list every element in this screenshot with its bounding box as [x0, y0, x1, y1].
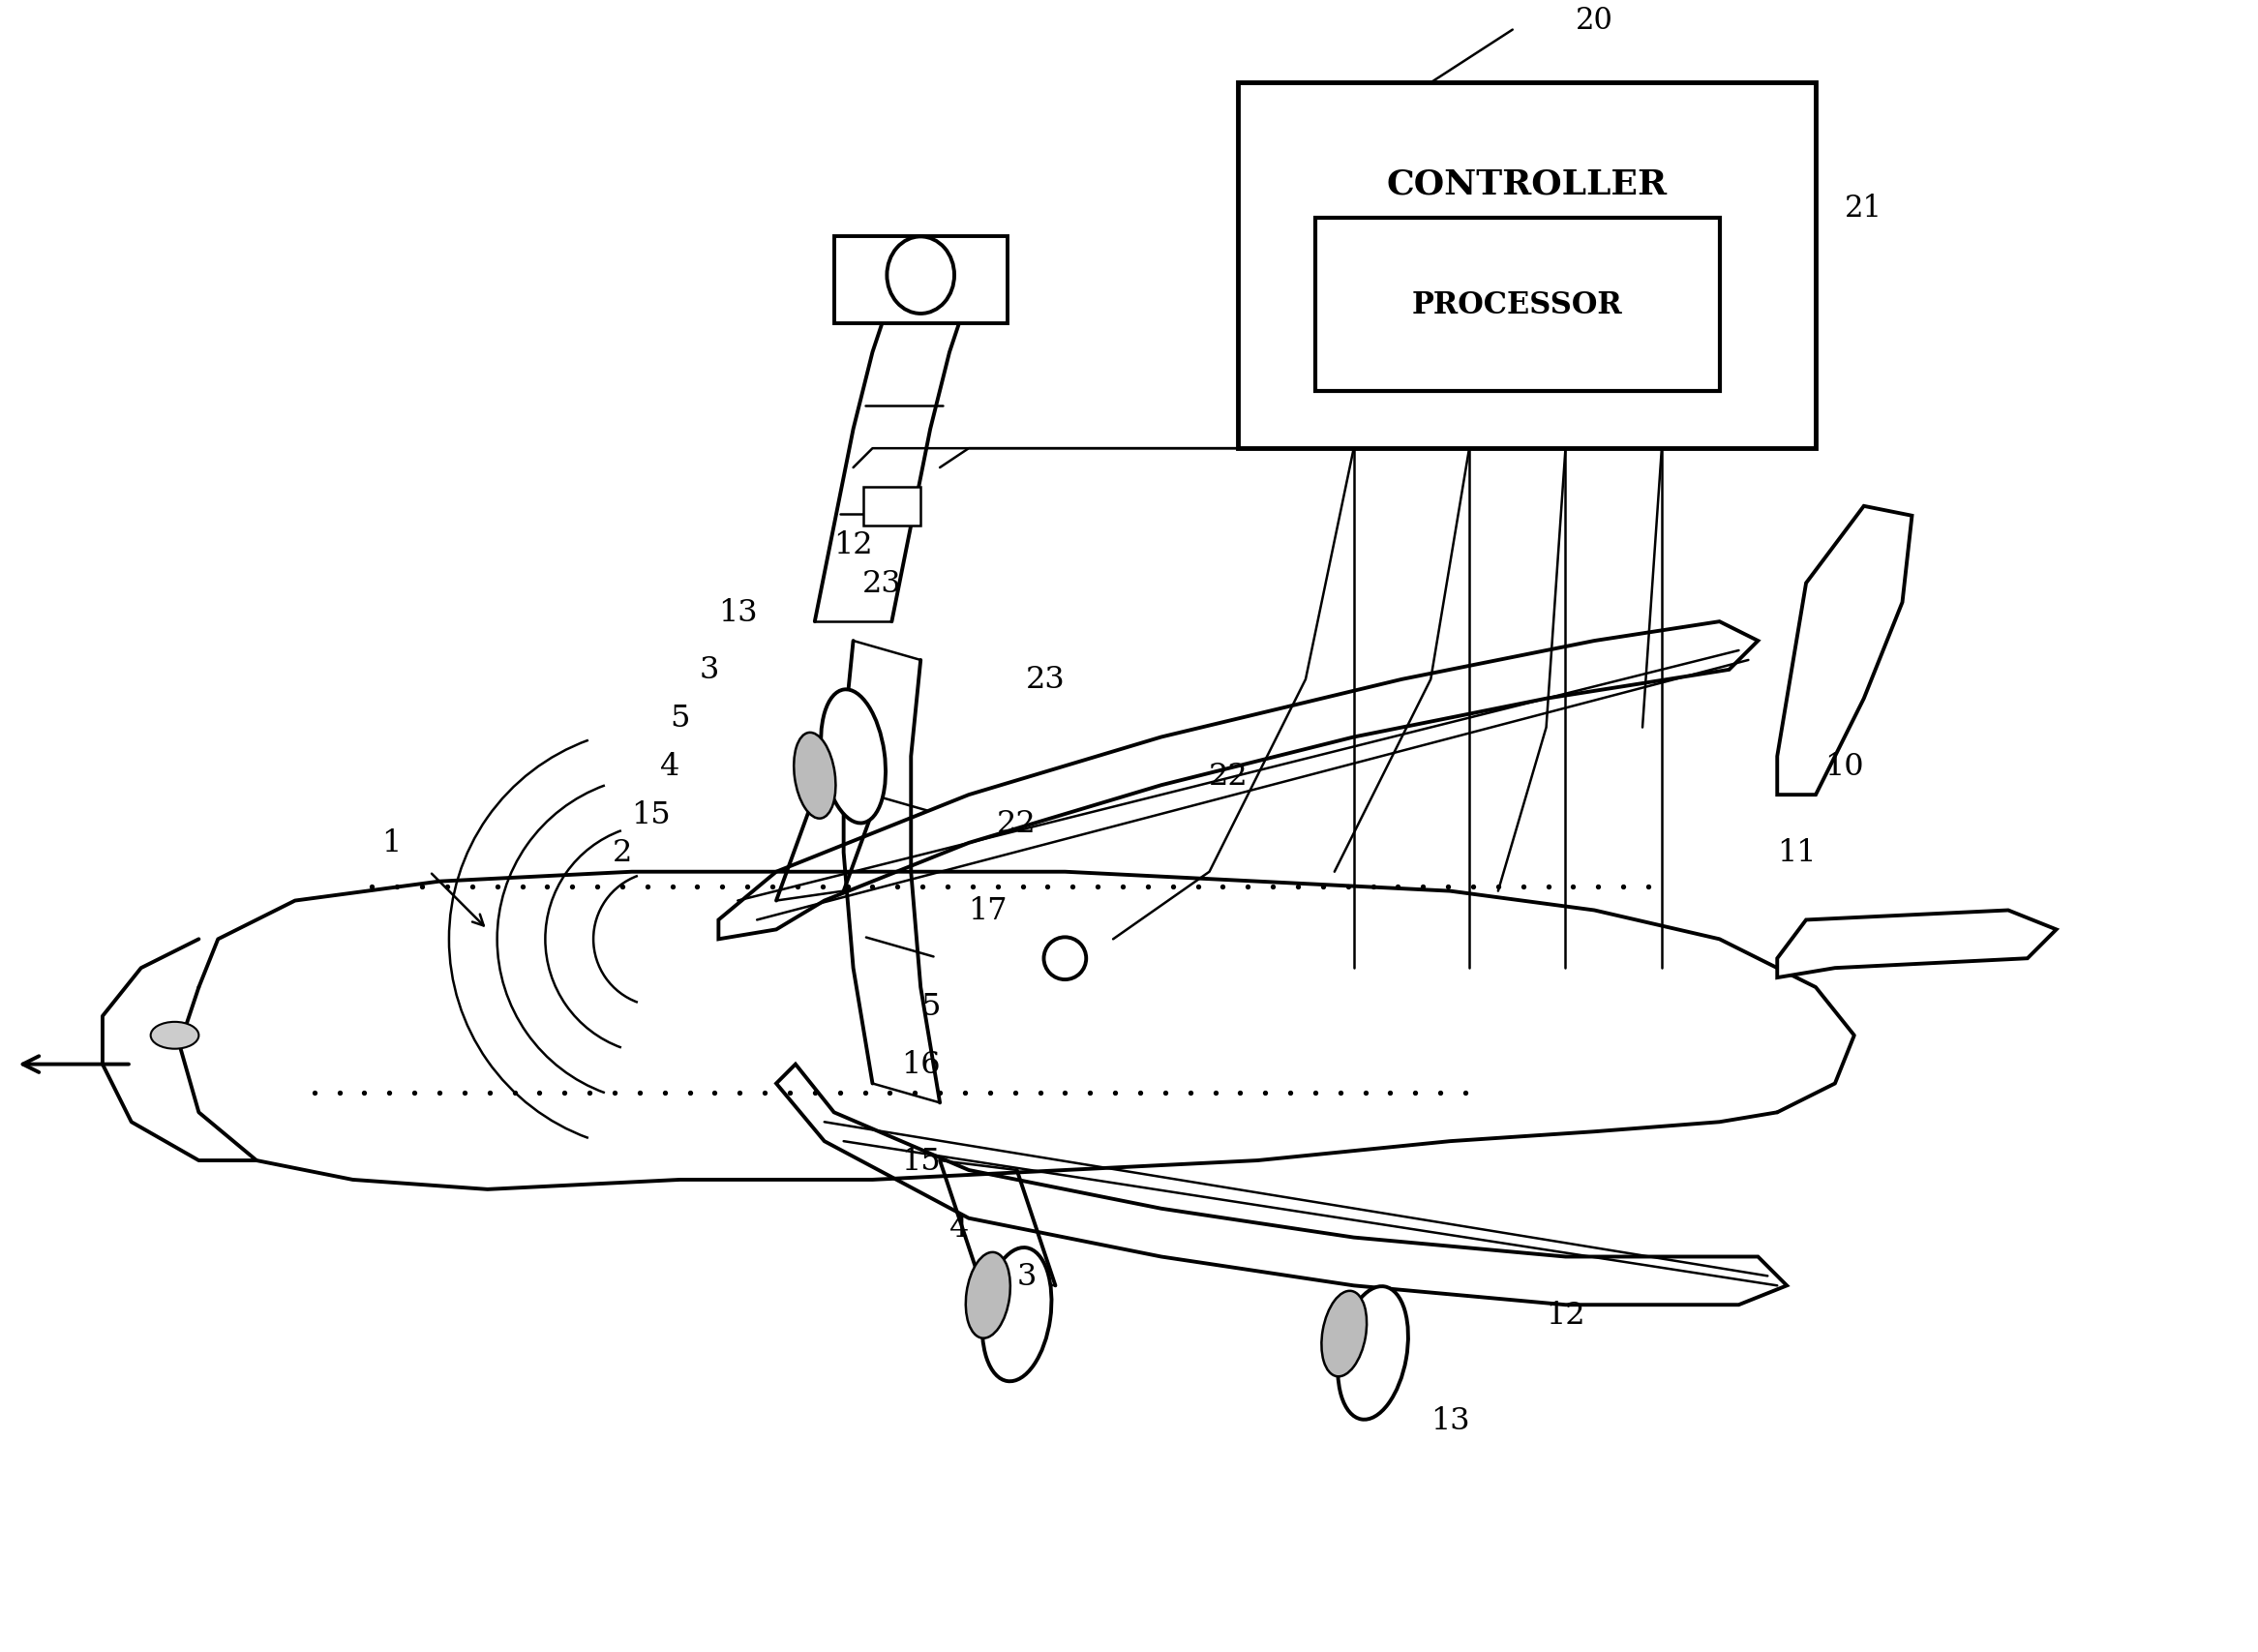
Text: 20: 20: [1576, 7, 1612, 36]
Text: 13: 13: [718, 598, 756, 628]
Text: 23: 23: [1025, 664, 1066, 695]
Text: 17: 17: [969, 895, 1007, 925]
Text: 16: 16: [901, 1049, 939, 1079]
Ellipse shape: [1321, 1292, 1366, 1376]
Bar: [1314, 218, 1721, 392]
Text: 10: 10: [1824, 752, 1865, 781]
Ellipse shape: [795, 733, 835, 819]
Text: 15: 15: [901, 1146, 939, 1176]
Text: 2: 2: [612, 838, 632, 867]
Circle shape: [1043, 938, 1086, 980]
Text: 3: 3: [1016, 1260, 1036, 1292]
Ellipse shape: [887, 238, 955, 314]
Text: 5: 5: [671, 704, 691, 733]
Ellipse shape: [1337, 1287, 1409, 1419]
Polygon shape: [1777, 507, 1913, 795]
Ellipse shape: [966, 1252, 1009, 1338]
Text: 13: 13: [1429, 1406, 1470, 1436]
Bar: [863, 487, 921, 525]
Text: 4: 4: [948, 1213, 969, 1242]
Text: 22: 22: [1208, 762, 1249, 791]
Text: 15: 15: [632, 800, 671, 829]
Text: 22: 22: [998, 809, 1036, 839]
Text: 23: 23: [863, 568, 901, 598]
Bar: [833, 238, 1007, 324]
Text: 4: 4: [662, 752, 680, 781]
Text: 12: 12: [1547, 1300, 1585, 1330]
Text: 1: 1: [382, 828, 402, 859]
Text: 12: 12: [833, 530, 874, 560]
Text: 11: 11: [1777, 838, 1815, 867]
Ellipse shape: [982, 1247, 1052, 1381]
Text: 3: 3: [700, 656, 718, 686]
Polygon shape: [1777, 910, 2057, 978]
Text: CONTROLLER: CONTROLLER: [1386, 169, 1666, 202]
Ellipse shape: [151, 1023, 199, 1049]
Text: 5: 5: [921, 991, 939, 1023]
Polygon shape: [777, 1064, 1786, 1305]
Text: 21: 21: [1845, 193, 1883, 223]
Bar: [1237, 84, 1815, 449]
Ellipse shape: [822, 691, 885, 824]
Polygon shape: [718, 623, 1759, 940]
Text: PROCESSOR: PROCESSOR: [1411, 289, 1624, 320]
